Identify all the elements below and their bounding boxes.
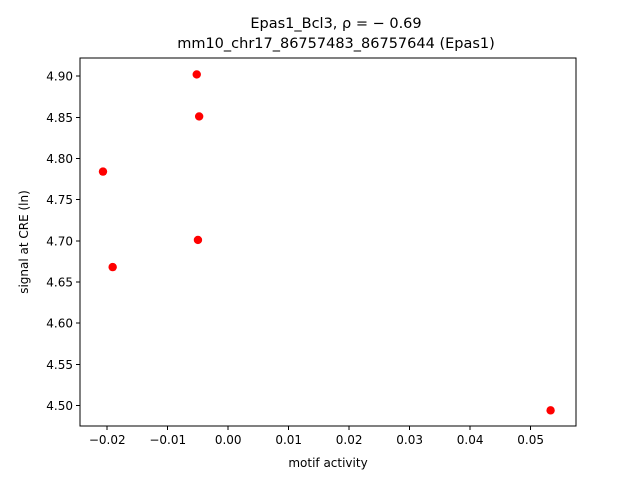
scatter-point [193,235,203,245]
plot-area-frame [79,57,577,427]
y-tick-label: 4.80 [46,152,73,166]
y-tick-label: 4.55 [46,358,73,372]
x-tick-label: 0.02 [336,433,363,447]
y-tick-label: 4.50 [46,399,73,413]
y-axis-label: signal at CRE (ln) [17,190,31,294]
x-tick-label: 0.01 [275,433,302,447]
x-tick-label: −0.02 [89,433,126,447]
scatter-point [192,70,201,79]
chart-title-line-1: Epas1_Bcl3, ρ = − 0.69 [250,16,421,32]
y-tick-label: 4.65 [46,275,73,289]
x-tick-label: 0.03 [396,433,423,447]
scatter-point [98,167,108,176]
y-tick-label: 4.70 [46,234,73,248]
x-axis-ticks: −0.02 −0.01 0.00 0.01 0.02 0.03 0.04 0.05 [89,426,544,447]
x-axis-label: motif activity [288,456,367,470]
y-tick-label: 4.90 [46,70,73,84]
x-tick-label: 0.04 [457,433,484,447]
chart-title-line-2: mm10_chr17_86757483_86757644 (Epas1) [177,36,495,52]
scatter-point [194,112,204,121]
y-axis-ticks: 4.50 4.55 4.60 4.65 4.70 4.75 4.80 4.85 4.90 [46,70,80,413]
y-tick-label: 4.60 [46,317,73,331]
data-points [98,70,555,415]
x-tick-label: 0.00 [215,433,242,447]
scatter-point [546,406,555,415]
y-tick-label: 4.85 [46,111,73,125]
x-tick-label: 0.05 [517,433,544,447]
scatter-point [108,262,117,272]
y-tick-label: 4.75 [46,193,73,207]
x-tick-label: −0.01 [149,433,186,447]
